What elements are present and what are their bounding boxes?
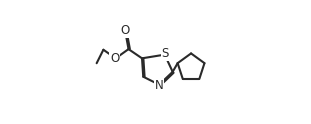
Text: S: S xyxy=(162,47,169,60)
Text: O: O xyxy=(110,52,119,65)
Text: N: N xyxy=(155,79,164,92)
Text: O: O xyxy=(121,24,130,37)
